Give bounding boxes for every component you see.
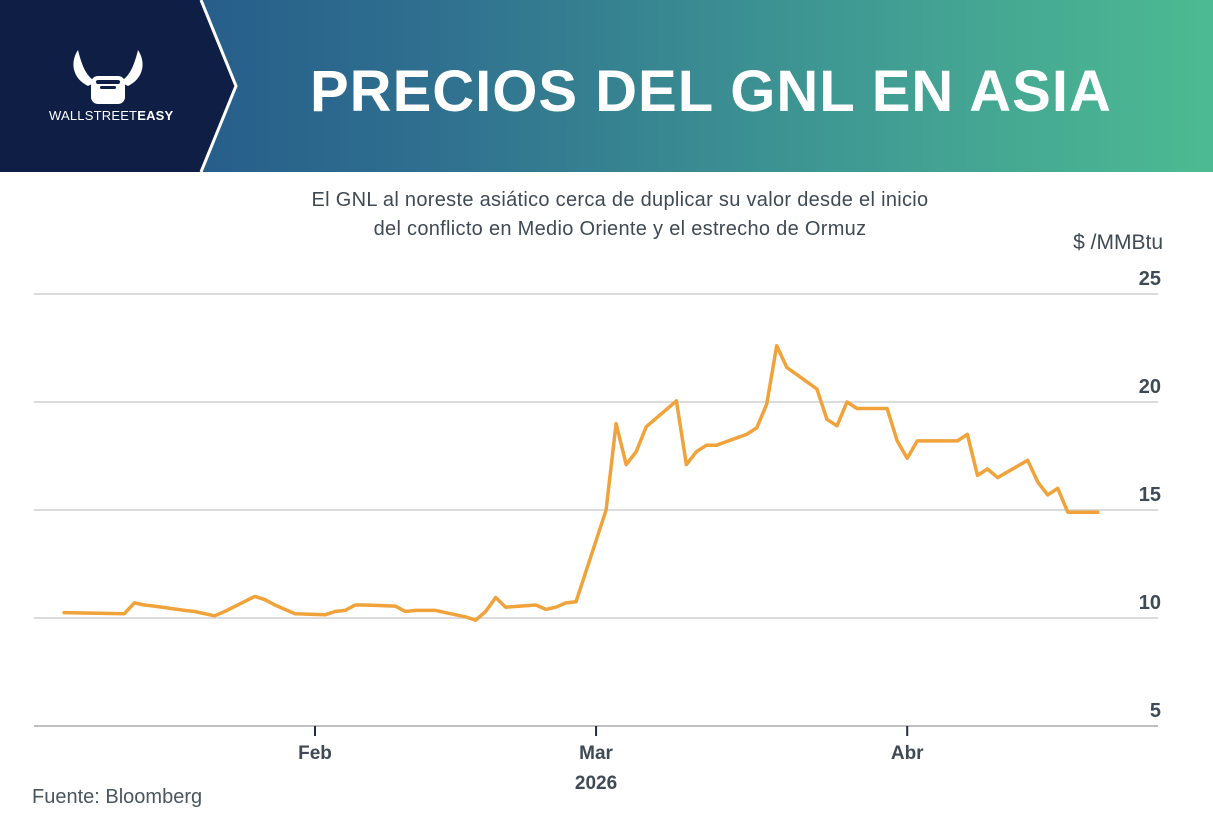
x-tick-label: Mar [579,743,613,764]
x-tick-label: Feb [298,743,332,764]
chart-subtitle: El GNL al noreste asiático cerca de dupl… [190,186,1050,244]
y-tick-label: 5 [1150,700,1161,722]
page-title: PRECIOS DEL GNL EN ASIA [310,59,1112,124]
y-axis-unit: $ /MMBtu [1073,231,1163,254]
y-tick-label: 25 [1139,268,1161,290]
x-tick-label: Abr [891,743,924,764]
y-tick-label: 15 [1139,484,1161,506]
y-tick-label: 10 [1139,592,1161,614]
x-axis-year-label: 2026 [575,773,617,794]
brand-name-light: WALLSTREET [49,108,138,123]
chart-subtitle-line-1: El GNL al noreste asiático cerca de dupl… [311,189,929,211]
brand-name-bold: EASY [137,108,174,123]
series-line [62,344,1100,622]
chart-subtitle-line-2: del conflicto en Medio Oriente y el estr… [373,218,867,240]
logo-panel-shape [0,0,238,172]
y-tick-label: 20 [1139,376,1161,398]
brand-name: WALLSTREETEASY [49,108,173,123]
logo-panel: WALLSTREETEASY [0,0,240,172]
bull-fist-icon [73,50,143,104]
header-banner: WALLSTREETEASY PRECIOS DEL GNL EN ASIA [0,0,1213,172]
source-note: Fuente: Bloomberg [32,786,203,808]
